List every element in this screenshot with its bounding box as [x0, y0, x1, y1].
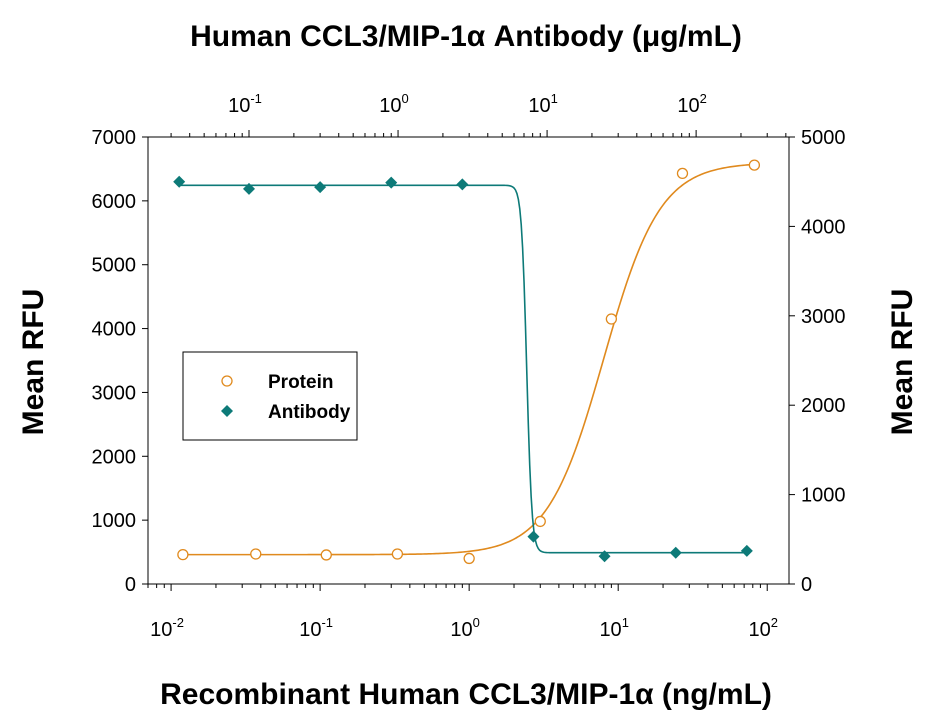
antibody-point: [669, 546, 682, 559]
antibody-point: [527, 530, 540, 543]
y-right-tick-label: 2000: [801, 395, 846, 417]
protein-point: [463, 552, 475, 565]
y-left-tick-label: 4000: [92, 319, 137, 341]
antibody-point: [740, 544, 753, 557]
protein-point: [391, 548, 404, 560]
x-tick-label: 100: [450, 615, 479, 641]
legend-antibody-marker: [221, 405, 233, 417]
antibody-point: [173, 175, 186, 188]
y-right-tick-label: 3000: [801, 306, 846, 328]
y-right-tick-label: 5000: [801, 127, 846, 149]
y-left-tick-label: 2000: [92, 446, 137, 468]
y-right-tick-label: 4000: [801, 216, 846, 238]
x-tick-label: 101: [599, 615, 628, 641]
data-points: [173, 159, 761, 565]
y-left-tick-label: 1000: [92, 510, 137, 532]
x2-tick-label: 100: [379, 91, 408, 117]
legend-antibody-label: Antibody: [268, 402, 351, 423]
y-left-tick-label: 6000: [92, 191, 137, 213]
y-axis-label-left: Mean RFU: [17, 289, 50, 436]
legend-protein-marker: [221, 375, 233, 387]
protein-point: [320, 549, 332, 561]
legend-box: [182, 351, 358, 441]
protein-point: [534, 515, 546, 528]
x-tick-label: 10-2: [150, 615, 184, 641]
protein-point: [250, 548, 262, 560]
x-tick-label: 10-1: [299, 615, 333, 641]
y-left-tick-label: 0: [125, 574, 136, 596]
x-tick-label: 102: [748, 615, 777, 641]
protein-point: [748, 159, 761, 171]
legend: Protein Antibody: [182, 351, 358, 441]
antibody-point: [598, 550, 611, 563]
y-left-tick-label: 5000: [92, 255, 137, 277]
protein-point: [605, 313, 618, 325]
chart-title: Human CCL3/MIP-1α Antibody (μg/mL): [190, 20, 742, 53]
protein-point: [676, 167, 689, 180]
y-right-tick-label: 0: [801, 574, 812, 596]
legend-protein-label: Protein: [268, 372, 333, 393]
plot-frame: [147, 136, 790, 585]
antibody-point: [243, 182, 256, 195]
y-left-tick-label: 7000: [92, 127, 137, 149]
x2-tick-label: 101: [528, 91, 557, 117]
y-right-tick-label: 1000: [801, 485, 846, 507]
x2-tick-label: 102: [677, 91, 706, 117]
antibody-point: [314, 181, 327, 194]
y-left-tick-label: 3000: [92, 382, 137, 404]
antibody-point: [456, 178, 469, 191]
x-axis-label: Recombinant Human CCL3/MIP-1α (ng/mL): [160, 678, 772, 711]
x2-tick-label: 10-1: [228, 91, 262, 117]
axes: 10-2 10-1 100 101 102 10-1 100 101 102 0 1000 2000 3…: [92, 91, 846, 641]
antibody-point: [385, 176, 398, 189]
protein-point: [177, 548, 189, 561]
protein-fit-curve: [182, 163, 755, 556]
y-axis-label-right: Mean RFU: [886, 289, 919, 436]
